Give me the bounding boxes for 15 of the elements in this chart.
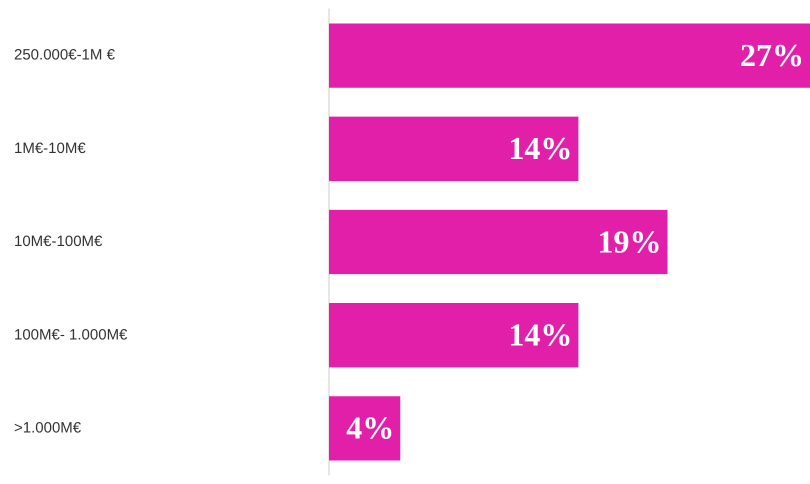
bar (329, 210, 668, 274)
data-label: 14% (508, 316, 572, 352)
y-tick-label: 10M€-100M€ (14, 233, 104, 250)
bar (329, 116, 578, 181)
y-tick-label: >1.000M€ (14, 420, 82, 437)
data-label: 4% (346, 410, 394, 446)
bar (329, 396, 400, 461)
data-label: 27% (740, 36, 804, 73)
data-label: 19% (597, 223, 662, 260)
bar (329, 303, 578, 368)
bar (329, 23, 810, 88)
data-label: 14% (508, 130, 572, 166)
y-tick-label: 250.000€-1M € (14, 46, 116, 64)
y-tick-label: 100M€- 1.000M€ (14, 326, 128, 344)
y-tick-label: 1M€-10M€ (14, 140, 86, 157)
